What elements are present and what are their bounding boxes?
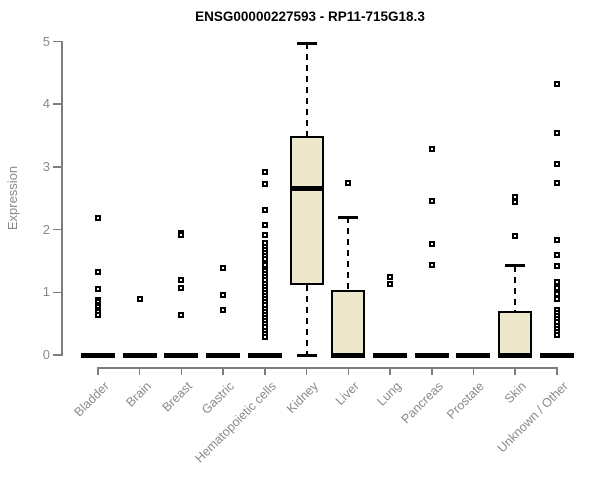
outlier-point bbox=[261, 232, 268, 239]
upper-whisker-cap bbox=[505, 264, 526, 268]
outlier-point bbox=[553, 251, 560, 258]
outlier-point bbox=[512, 193, 519, 200]
outlier-point bbox=[261, 333, 268, 340]
median-line bbox=[498, 352, 533, 358]
x-tick bbox=[222, 367, 224, 375]
outlier-point bbox=[553, 331, 560, 338]
x-tick bbox=[514, 367, 516, 375]
outlier-point bbox=[553, 130, 560, 137]
y-tick-label: 2 bbox=[42, 221, 50, 237]
y-tick bbox=[53, 103, 61, 105]
outlier-point bbox=[553, 180, 560, 187]
median-line bbox=[164, 352, 199, 358]
median-line bbox=[289, 186, 324, 192]
outlier-point bbox=[261, 262, 268, 269]
x-tick bbox=[180, 367, 183, 375]
upper-whisker-cap bbox=[296, 41, 317, 45]
median-line bbox=[539, 352, 574, 358]
outlier-point bbox=[261, 206, 268, 213]
y-tick bbox=[53, 166, 61, 168]
x-tick bbox=[389, 367, 391, 375]
box bbox=[498, 311, 533, 355]
median-line bbox=[206, 352, 241, 358]
box bbox=[331, 289, 366, 355]
lower-whisker bbox=[305, 284, 308, 355]
median-line bbox=[373, 352, 408, 358]
outlier-point bbox=[95, 311, 101, 318]
outlier-point bbox=[512, 199, 519, 205]
outlier-point bbox=[553, 284, 560, 291]
median-line bbox=[414, 352, 449, 358]
x-tick bbox=[305, 367, 308, 375]
outlier-point bbox=[261, 180, 268, 187]
outlier-point bbox=[95, 269, 101, 276]
y-tick bbox=[53, 354, 61, 356]
outlier-point bbox=[220, 265, 227, 272]
y-tick-label: 4 bbox=[42, 96, 50, 112]
upper-whisker bbox=[347, 217, 350, 290]
x-tick bbox=[138, 367, 141, 375]
y-tick bbox=[53, 40, 61, 43]
outlier-point bbox=[220, 306, 227, 313]
median-line bbox=[122, 352, 157, 358]
y-tick bbox=[53, 228, 61, 231]
median-line bbox=[331, 352, 366, 358]
y-tick-label: 0 bbox=[42, 347, 50, 362]
outlier-point bbox=[178, 232, 185, 239]
outlier-point bbox=[553, 80, 560, 87]
outlier-point bbox=[553, 237, 560, 244]
upper-whisker bbox=[514, 265, 517, 312]
outlier-point bbox=[553, 262, 560, 269]
median-line bbox=[456, 352, 491, 358]
outlier-point bbox=[387, 281, 394, 288]
x-tick bbox=[97, 367, 99, 375]
x-tick bbox=[556, 367, 558, 375]
outlier-point bbox=[553, 295, 560, 302]
chart-title: ENSG00000227593 - RP11-715G18.3 bbox=[195, 9, 425, 24]
outlier-point bbox=[261, 222, 268, 229]
y-tick bbox=[53, 291, 61, 294]
y-tick-label: 3 bbox=[42, 158, 50, 174]
outlier-point bbox=[553, 278, 560, 285]
y-tick-label: 5 bbox=[42, 33, 50, 49]
outlier-point bbox=[428, 241, 435, 248]
outlier-point bbox=[178, 276, 185, 283]
outlier-point bbox=[345, 179, 352, 186]
outlier-point bbox=[261, 256, 268, 263]
upper-whisker-cap bbox=[338, 215, 359, 219]
outlier-point bbox=[178, 284, 185, 291]
median-line bbox=[81, 352, 115, 358]
outlier-point bbox=[553, 161, 560, 168]
outlier-point bbox=[428, 146, 435, 153]
x-tick bbox=[264, 367, 266, 375]
outlier-point bbox=[136, 296, 143, 303]
y-tick-label: 1 bbox=[42, 284, 50, 300]
median-line bbox=[247, 352, 282, 358]
x-tick bbox=[431, 367, 433, 375]
outlier-point bbox=[95, 214, 101, 221]
x-tick bbox=[347, 367, 350, 375]
lower-whisker-cap bbox=[296, 353, 317, 357]
outlier-point bbox=[428, 262, 435, 269]
outlier-point bbox=[387, 273, 394, 280]
y-axis-line bbox=[61, 41, 63, 356]
upper-whisker bbox=[305, 43, 308, 136]
outlier-point bbox=[261, 168, 268, 175]
x-axis-line bbox=[97, 367, 557, 369]
y-axis-label: Expression bbox=[5, 165, 20, 231]
outlier-point bbox=[220, 291, 227, 298]
outlier-point bbox=[512, 232, 519, 239]
outlier-point bbox=[95, 285, 101, 292]
outlier-point bbox=[178, 312, 185, 319]
box bbox=[289, 135, 324, 285]
x-tick bbox=[472, 367, 475, 375]
outlier-point bbox=[428, 197, 435, 204]
